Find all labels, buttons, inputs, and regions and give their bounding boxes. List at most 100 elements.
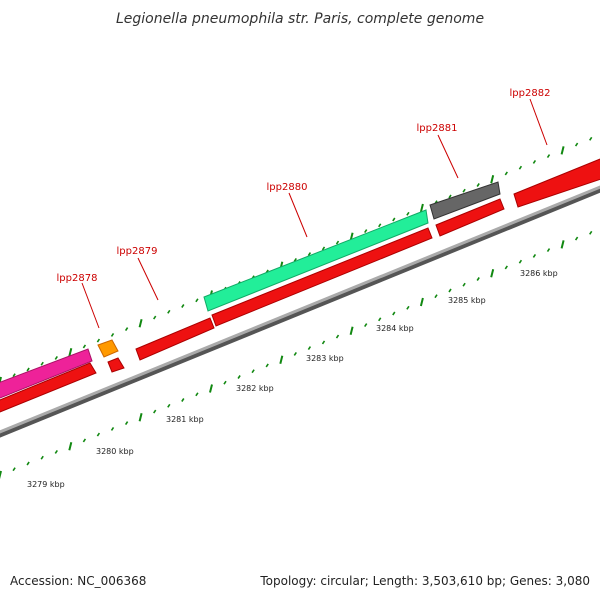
minor-tick — [223, 380, 227, 385]
major-tick — [349, 326, 354, 336]
gene-label: lpp2878 — [57, 273, 98, 284]
minor-tick — [434, 294, 438, 299]
minor-tick — [378, 223, 382, 228]
minor-tick — [195, 298, 199, 303]
minor-tick — [265, 363, 269, 368]
cds-block — [513, 158, 600, 208]
cds-block — [107, 357, 125, 373]
gene-labels: lpp2878 lpp2879 lpp2880 lpp2881 lpp2882 — [57, 88, 551, 284]
minor-tick — [392, 311, 396, 316]
minor-tick — [124, 421, 129, 426]
minor-tick — [82, 344, 87, 349]
minor-tick — [406, 211, 410, 216]
major-tick — [419, 203, 424, 213]
minor-tick — [504, 265, 508, 270]
minor-tick — [251, 369, 255, 374]
minor-tick — [574, 142, 579, 147]
minor-tick — [307, 252, 312, 257]
major-tick — [0, 376, 2, 386]
major-tick — [0, 470, 2, 480]
minor-tick — [335, 240, 340, 245]
minor-tick — [110, 426, 115, 431]
major-tick — [209, 384, 213, 393]
major-tick — [419, 297, 424, 307]
kbp-label: 3283 kbp — [306, 354, 344, 363]
minor-tick — [589, 230, 593, 235]
minor-tick — [532, 159, 537, 164]
major-tick — [138, 319, 143, 328]
minor-tick — [181, 398, 185, 402]
gene-row-upper — [0, 181, 501, 399]
kbp-label: 3279 kbp — [27, 480, 65, 489]
minor-tick — [364, 229, 368, 234]
kbp-label: 3284 kbp — [376, 324, 414, 333]
major-tick — [68, 347, 73, 357]
minor-tick — [167, 403, 171, 408]
genome-backbone — [0, 185, 600, 438]
major-tick — [490, 268, 495, 278]
minor-tick — [476, 183, 480, 187]
gene-lpp2881-block — [429, 181, 501, 220]
minor-tick — [504, 171, 508, 176]
kbp-label: 3280 kbp — [96, 447, 134, 456]
minor-tick — [26, 461, 30, 466]
upper-tick-row — [0, 136, 593, 386]
minor-tick — [110, 332, 115, 337]
kbp-label: 3286 kbp — [520, 269, 558, 278]
kbp-label: 3281 kbp — [166, 415, 204, 424]
minor-tick — [293, 257, 297, 262]
gene-label: lpp2880 — [267, 182, 308, 193]
minor-tick — [574, 236, 579, 241]
map-title: Legionella pneumophila str. Paris, compl… — [116, 11, 484, 27]
major-tick — [279, 355, 284, 364]
minor-tick — [293, 351, 297, 356]
minor-tick — [321, 340, 326, 345]
cds-block — [0, 362, 97, 413]
minor-tick — [532, 253, 537, 258]
lower-tick-row — [0, 230, 593, 480]
minor-tick — [40, 361, 44, 366]
minor-tick — [448, 288, 452, 293]
major-tick — [490, 174, 495, 184]
minor-tick — [153, 315, 157, 320]
minor-tick — [82, 438, 87, 443]
gene-lpp2880-block — [203, 209, 429, 312]
kbp-labels: 3279 kbp 3280 kbp 3281 kbp 3282 kbp 3283… — [27, 269, 558, 489]
minor-tick — [546, 248, 551, 253]
minor-tick — [448, 194, 452, 199]
gene-lpp2878-block — [0, 348, 93, 399]
minor-tick — [589, 136, 593, 141]
minor-tick — [12, 373, 16, 378]
major-tick — [68, 441, 73, 451]
major-tick — [138, 413, 143, 422]
gene-label: lpp2879 — [117, 246, 158, 257]
minor-tick — [181, 304, 185, 308]
accession-text: Accession: NC_006368 — [10, 574, 147, 588]
major-tick — [560, 240, 565, 249]
minor-tick — [476, 277, 480, 281]
major-tick — [560, 146, 565, 155]
minor-tick — [96, 432, 101, 437]
minor-tick — [335, 334, 340, 339]
gene-label: lpp2882 — [510, 88, 551, 99]
minor-tick — [26, 367, 30, 372]
kbp-label: 3285 kbp — [448, 296, 486, 305]
cds-row-lower — [0, 158, 600, 413]
minor-tick — [96, 338, 101, 343]
gene-lpp2878-orange-block — [97, 339, 119, 358]
minor-tick — [392, 217, 396, 222]
cds-block — [435, 198, 505, 237]
minor-tick — [364, 323, 368, 328]
minor-tick — [167, 309, 171, 314]
kbp-label: 3282 kbp — [236, 384, 274, 393]
minor-tick — [54, 355, 58, 360]
minor-tick — [153, 409, 157, 414]
cds-block — [135, 317, 215, 361]
gene-leaders — [81, 98, 548, 329]
minor-tick — [321, 246, 326, 251]
minor-tick — [518, 165, 523, 170]
cds-block — [211, 227, 433, 327]
minor-tick — [307, 346, 312, 351]
minor-tick — [462, 282, 466, 287]
gene-label: lpp2881 — [417, 123, 458, 134]
